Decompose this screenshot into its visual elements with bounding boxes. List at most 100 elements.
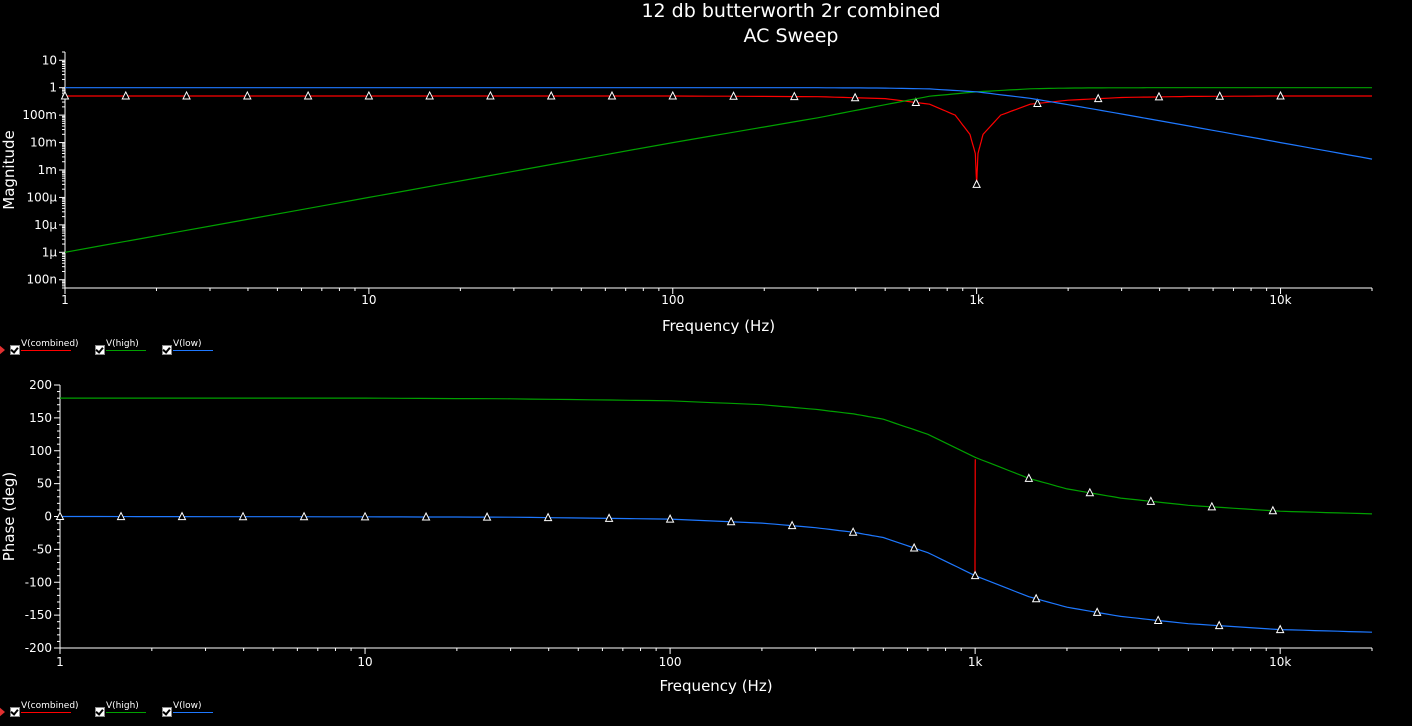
legend-label: V(high) bbox=[106, 701, 139, 711]
y-axis-label: Magnitude bbox=[0, 130, 18, 209]
legend-swatch bbox=[21, 712, 71, 713]
data-point-marker bbox=[299, 511, 309, 521]
series-line-high bbox=[60, 397, 1373, 515]
selected-trace-marker-icon bbox=[0, 706, 5, 718]
data-point-marker bbox=[1146, 496, 1156, 505]
data-point-marker bbox=[243, 90, 252, 100]
data-point-marker bbox=[364, 90, 374, 100]
data-point-marker bbox=[360, 511, 370, 521]
checkbox-checked-icon[interactable] bbox=[10, 707, 20, 717]
legend-label: V(high) bbox=[106, 339, 139, 349]
data-point-marker bbox=[911, 97, 921, 106]
data-point-marker bbox=[1024, 473, 1034, 482]
legend-swatch bbox=[106, 350, 146, 351]
legend-swatch bbox=[21, 350, 71, 351]
y-tick-label: 10 bbox=[42, 53, 57, 67]
x-axis-label: Frequency (Hz) bbox=[662, 317, 775, 335]
x-tick-label: 100 bbox=[659, 655, 682, 669]
data-point-marker bbox=[1268, 505, 1278, 515]
x-tick-label: 1 bbox=[56, 655, 64, 669]
legend-swatch bbox=[106, 712, 146, 713]
y-tick-label: 1µ bbox=[42, 245, 58, 259]
data-point-marker bbox=[303, 90, 313, 100]
data-point-marker bbox=[729, 91, 738, 100]
checkbox-checked-icon[interactable] bbox=[95, 707, 105, 717]
data-point-marker bbox=[238, 511, 248, 521]
x-tick-label: 1 bbox=[61, 293, 69, 307]
legend-label: V(combined) bbox=[21, 701, 79, 711]
y-tick-label: -50 bbox=[32, 542, 52, 556]
chart-subtitle: AC Sweep bbox=[743, 25, 839, 47]
selected-trace-marker-icon bbox=[0, 344, 5, 356]
y-tick-label: 0 bbox=[44, 510, 52, 524]
checkbox-checked-icon[interactable] bbox=[95, 345, 105, 355]
series-line-combined bbox=[65, 95, 1372, 185]
data-point-marker bbox=[909, 542, 919, 552]
legend-label: V(combined) bbox=[21, 339, 79, 349]
data-point-marker bbox=[177, 511, 187, 521]
data-point-marker bbox=[55, 511, 65, 520]
data-point-marker bbox=[848, 527, 858, 536]
magnitude-plot: 1 10 100 1k 10k 100n 1µ 10µ 100µ 1m 10m 100m 1 10 Freq… bbox=[0, 51, 1373, 335]
x-tick-label: 10 bbox=[361, 293, 376, 307]
y-tick-label: 50 bbox=[37, 477, 52, 491]
data-point-marker bbox=[121, 90, 131, 100]
y-tick-label: 10m bbox=[30, 136, 57, 150]
data-point-marker bbox=[607, 90, 617, 100]
x-tick-label: 10 bbox=[357, 655, 372, 669]
legend-swatch bbox=[173, 350, 213, 351]
data-point-marker bbox=[60, 90, 70, 100]
x-axis-label: Frequency (Hz) bbox=[659, 677, 772, 695]
data-point-marker bbox=[1214, 620, 1224, 630]
y-tick-label: 200 bbox=[29, 378, 52, 392]
y-tick-label: 100µ bbox=[26, 190, 57, 204]
series-line-low bbox=[65, 87, 1373, 160]
data-point-marker bbox=[790, 91, 799, 101]
data-point-marker bbox=[1275, 624, 1285, 634]
data-point-marker bbox=[486, 90, 495, 100]
data-point-marker bbox=[1092, 607, 1102, 616]
data-point-marker bbox=[1093, 93, 1103, 103]
y-axis-label: Phase (deg) bbox=[0, 472, 18, 562]
data-point-marker bbox=[665, 514, 675, 523]
data-point-marker bbox=[1153, 615, 1163, 624]
y-tick-label: -100 bbox=[25, 575, 52, 589]
checkbox-checked-icon[interactable] bbox=[162, 707, 172, 717]
data-point-marker bbox=[1031, 593, 1041, 603]
data-point-marker bbox=[1033, 98, 1042, 107]
x-tick-label: 10k bbox=[1269, 655, 1291, 669]
x-tick-label: 1k bbox=[968, 655, 983, 669]
y-tick-label: 150 bbox=[29, 411, 52, 425]
data-point-marker bbox=[482, 511, 492, 521]
data-point-marker bbox=[543, 512, 553, 522]
legend-swatch bbox=[173, 712, 213, 713]
y-tick-label: -150 bbox=[25, 608, 52, 622]
data-point-marker bbox=[116, 511, 126, 521]
data-point-marker bbox=[787, 520, 797, 530]
chart-title: 12 db butterworth 2r combined bbox=[641, 0, 941, 22]
y-tick-label: 100m bbox=[22, 108, 57, 122]
phase-legend: V(combined) V(high) V(low) bbox=[0, 701, 400, 723]
data-point-marker bbox=[1085, 487, 1095, 497]
data-point-marker bbox=[604, 513, 614, 522]
data-point-marker bbox=[425, 90, 434, 100]
data-point-marker bbox=[972, 179, 981, 188]
x-tick-label: 100 bbox=[661, 293, 684, 307]
y-tick-label: 100n bbox=[26, 273, 57, 287]
data-point-marker bbox=[1154, 91, 1164, 101]
magnitude-legend: V(combined) V(high) V(low) bbox=[0, 339, 400, 361]
checkbox-checked-icon[interactable] bbox=[10, 345, 20, 355]
series-line-high bbox=[64, 87, 1372, 253]
legend-label: V(low) bbox=[173, 339, 202, 349]
data-point-marker bbox=[726, 516, 736, 526]
series-line-low bbox=[60, 515, 1373, 633]
phase-plot: 1 10 100 1k 10k -200 -150 -100 -50 0 50 100 150 200 Fr… bbox=[0, 378, 1373, 695]
data-point-marker bbox=[421, 511, 431, 521]
checkbox-checked-icon[interactable] bbox=[162, 345, 172, 355]
data-point-marker bbox=[668, 90, 678, 100]
legend-label: V(low) bbox=[173, 701, 202, 711]
y-tick-label: -200 bbox=[25, 641, 52, 655]
y-tick-label: 1 bbox=[49, 81, 57, 95]
data-point-marker bbox=[1207, 501, 1217, 511]
x-tick-label: 1k bbox=[969, 293, 984, 307]
